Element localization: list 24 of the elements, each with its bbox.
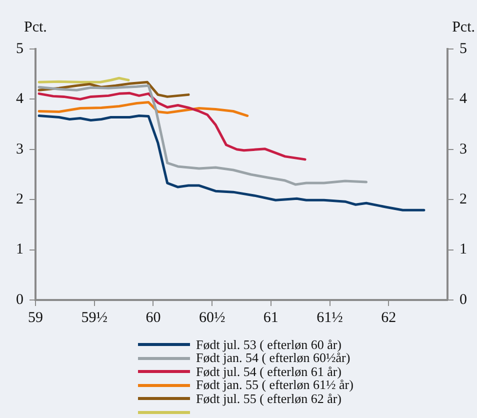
x-tick-label: 62 bbox=[381, 310, 396, 326]
y2-tick-label: 2 bbox=[460, 192, 467, 208]
x-tick-label: 59½ bbox=[81, 310, 108, 326]
y2-tick-label: 5 bbox=[460, 40, 467, 57]
y2-axis-title: Pct. bbox=[452, 19, 475, 36]
legend-label: Født jul. 55 ( efterløn 62 år) bbox=[196, 390, 342, 407]
x-tick-label: 61 bbox=[263, 310, 278, 326]
y2-tick-label: 0 bbox=[460, 292, 467, 308]
legend-label: Født jul. 53 ( efterløn 60 år) bbox=[196, 336, 342, 352]
y-axis-title: Pct. bbox=[24, 19, 47, 36]
y2-tick-label: 3 bbox=[460, 141, 467, 158]
x-tick-label: 60½ bbox=[198, 310, 226, 326]
y2-tick-label: 4 bbox=[460, 91, 468, 108]
y-tick-label: 5 bbox=[16, 40, 24, 57]
x-tick-label: 60 bbox=[146, 310, 161, 326]
y-tick-label: 2 bbox=[16, 192, 24, 208]
y-tick-label: 3 bbox=[16, 141, 24, 158]
x-tick-label: 61½ bbox=[316, 310, 343, 326]
y2-tick-label: 1 bbox=[460, 242, 467, 258]
y-tick-label: 0 bbox=[16, 292, 24, 308]
legend-label: Født jul. 54 ( efterløn 61 år) bbox=[196, 364, 342, 380]
y-tick-label: 4 bbox=[16, 91, 24, 108]
x-tick-label: 59 bbox=[28, 310, 43, 326]
y-tick-label: 1 bbox=[16, 242, 24, 258]
